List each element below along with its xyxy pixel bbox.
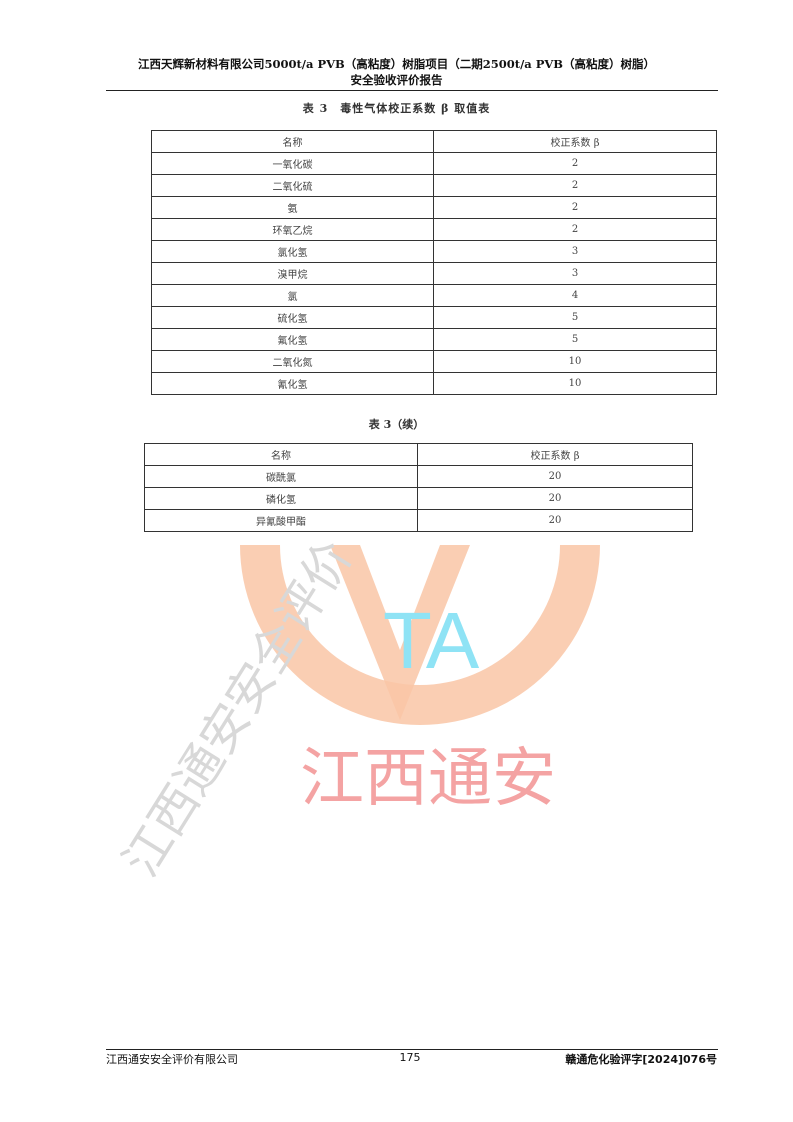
name-cell: 碳酰氯: [144, 465, 418, 488]
coefficient-cell: 3: [433, 240, 717, 263]
column-header: 名称: [151, 130, 434, 153]
table2-caption: 表 3（续）: [368, 418, 425, 431]
column-header: 校正系数 β: [433, 130, 717, 153]
table-row: 氟化氢 5: [151, 328, 717, 351]
table-row: 二氧化硫 2: [151, 174, 717, 197]
name-cell: 氰化氢: [151, 372, 434, 395]
name-cell: 磷化氢: [144, 487, 418, 510]
watermark-logo-letters: TA: [383, 596, 480, 685]
footer-company: 江西通安安全评价有限公司: [106, 1053, 238, 1066]
name-cell: 溴甲烷: [151, 262, 434, 285]
name-cell: 二氧化硫: [151, 174, 434, 197]
watermark-diagonal-text: 江西通安安全评价: [113, 531, 364, 886]
footer-divider: [106, 1049, 718, 1050]
table-row: 磷化氢 20: [144, 487, 693, 510]
name-cell: 异氰酸甲酯: [144, 509, 418, 532]
table2: 名称 校正系数 β 碳酰氯 20 磷化氢 20 异氰酸甲酯 20: [144, 443, 693, 532]
watermark-logo-ring: [240, 545, 600, 725]
table-header-row: 名称 校正系数 β: [144, 443, 693, 466]
page-number: 175: [399, 1051, 421, 1064]
name-cell: 二氧化氮: [151, 350, 434, 373]
table1: 名称 校正系数 β 一氧化碳 2 二氧化硫 2 氨 2 环氧乙烷 2 氯化氢 3 溴甲烷 3 氯 4 硫化氢…: [151, 130, 717, 395]
report-header: 江西天辉新材料有限公司5000t/a PVB（高粘度）树脂项目（二期2500t/…: [0, 56, 793, 88]
coefficient-cell: 20: [417, 509, 693, 532]
watermark-logo-v: [330, 545, 470, 720]
header-divider: [106, 90, 718, 91]
coefficient-cell: 20: [417, 487, 693, 510]
name-cell: 环氧乙烷: [151, 218, 434, 241]
table-row: 硫化氢 5: [151, 306, 717, 329]
table-row: 碳酰氯 20: [144, 465, 693, 488]
name-cell: 氯: [151, 284, 434, 307]
footer-report-number: 赣通危化验评字[2024]076号: [565, 1053, 717, 1066]
table1-caption: 表 3 毒性气体校正系数 β 取值表: [302, 102, 491, 115]
coefficient-cell: 5: [433, 306, 717, 329]
name-cell: 氯化氢: [151, 240, 434, 263]
coefficient-cell: 3: [433, 262, 717, 285]
name-cell: 一氧化碳: [151, 152, 434, 175]
table-row: 环氧乙烷 2: [151, 218, 717, 241]
report-header-line2: 安全验收评价报告: [350, 73, 443, 87]
coefficient-cell: 2: [433, 174, 717, 197]
coefficient-cell: 5: [433, 328, 717, 351]
coefficient-cell: 10: [433, 350, 717, 373]
table-row: 二氧化氮 10: [151, 350, 717, 373]
column-header: 名称: [144, 443, 418, 466]
table-header-row: 名称 校正系数 β: [151, 130, 717, 153]
table-row: 异氰酸甲酯 20: [144, 509, 693, 532]
coefficient-cell: 2: [433, 196, 717, 219]
table-row: 氯化氢 3: [151, 240, 717, 263]
watermark-red-text: 江西通安: [300, 742, 556, 816]
coefficient-cell: 2: [433, 218, 717, 241]
coefficient-cell: 10: [433, 372, 717, 395]
coefficient-cell: 20: [417, 465, 693, 488]
name-cell: 硫化氢: [151, 306, 434, 329]
name-cell: 氟化氢: [151, 328, 434, 351]
table-row: 氰化氢 10: [151, 372, 717, 395]
column-header: 校正系数 β: [417, 443, 693, 466]
table-row: 一氧化碳 2: [151, 152, 717, 175]
name-cell: 氨: [151, 196, 434, 219]
coefficient-cell: 2: [433, 152, 717, 175]
report-header-line1: 江西天辉新材料有限公司5000t/a PVB（高粘度）树脂项目（二期2500t/…: [137, 57, 656, 71]
table-row: 溴甲烷 3: [151, 262, 717, 285]
coefficient-cell: 4: [433, 284, 717, 307]
